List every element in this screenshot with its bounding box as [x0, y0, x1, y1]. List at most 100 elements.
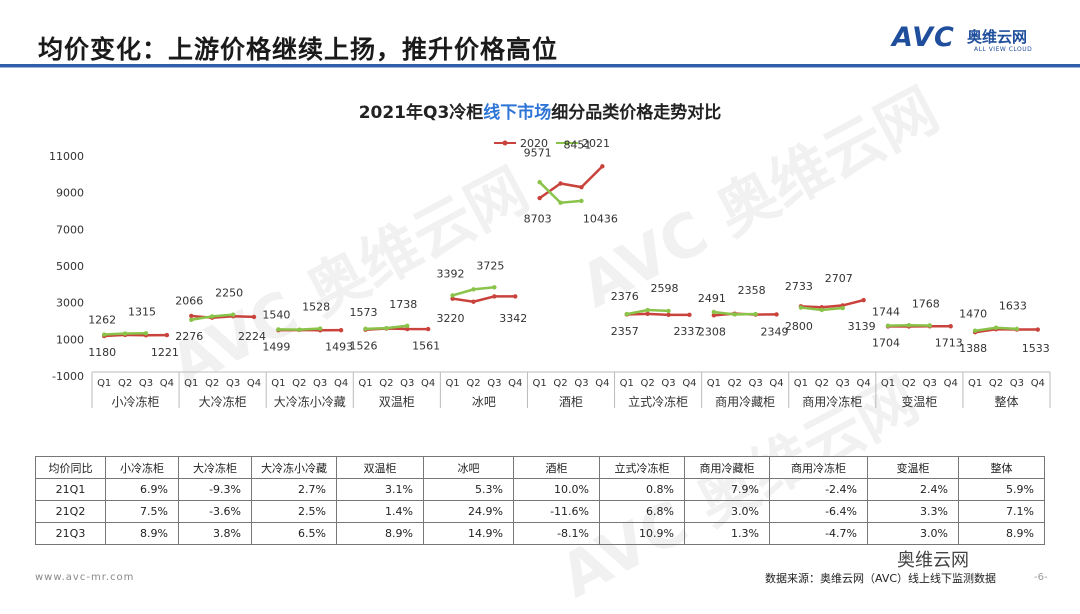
data-point-2020 [558, 181, 562, 185]
data-label-2021: 1540 [262, 309, 290, 322]
data-point-2021 [886, 323, 890, 327]
y-tick-label: 5000 [56, 260, 84, 273]
data-label-2020: 1533 [1022, 342, 1050, 355]
data-point-2021 [625, 312, 629, 316]
x-tick-quarter: Q2 [902, 378, 916, 389]
data-label-2021: 3725 [476, 259, 504, 272]
table-cell: 3.0% [868, 523, 959, 545]
data-label-2021: 2376 [611, 290, 639, 303]
y-tick-label: 9000 [56, 187, 84, 200]
y-tick-label: -1000 [52, 370, 84, 383]
x-category-label: 双温柜 [379, 395, 415, 409]
table-corner-header: 均价同比 [36, 457, 106, 479]
x-category-label: 大冷冻柜 [199, 394, 247, 409]
table-cell: -6.4% [770, 501, 868, 523]
data-point-2020 [645, 312, 649, 316]
header-rule-thin [0, 67, 1080, 68]
table-cell: 10.9% [600, 523, 685, 545]
x-tick-quarter: Q2 [292, 378, 306, 389]
data-point-2020 [252, 315, 256, 319]
data-point-2021 [841, 306, 845, 310]
x-tick-quarter: Q4 [334, 378, 348, 389]
x-category-label: 小冷冻柜 [112, 394, 160, 409]
table-column-header: 商用冷冻柜 [770, 457, 868, 479]
data-label-2021: 1573 [349, 306, 377, 319]
x-tick-quarter: Q3 [661, 378, 675, 389]
table-cell: 1.4% [337, 501, 424, 523]
data-label-2021: 1744 [872, 305, 900, 318]
table-cell: -8.1% [514, 523, 600, 545]
data-label-2020: 1526 [349, 340, 377, 353]
data-point-2021 [318, 326, 322, 330]
table-column-header: 大冷冻柜 [179, 457, 252, 479]
data-label-2020: 3220 [437, 312, 465, 325]
y-tick-label: 7000 [56, 223, 84, 236]
x-category-label: 大冷冻小冷藏 [274, 394, 346, 409]
table-cell: 3.8% [179, 523, 252, 545]
data-point-2020 [165, 333, 169, 337]
table-cell: 7.1% [959, 501, 1045, 523]
logo-mark: AVC [892, 22, 955, 53]
logo-en: ALL VIEW CLOUD [974, 46, 1032, 53]
x-tick-quarter: Q4 [247, 378, 261, 389]
data-label-2020: 1221 [151, 346, 179, 359]
data-source: 数据来源：奥维云网（AVC）线上线下监测数据 [765, 570, 996, 586]
avc-logo: AVC 奥维云网 ALL VIEW CLOUD [892, 24, 1052, 56]
x-tick-quarter: Q1 [97, 378, 111, 389]
data-label-2020: 10436 [583, 213, 618, 226]
data-label-2021: 1633 [999, 300, 1027, 313]
data-point-2021 [733, 312, 737, 316]
x-tick-quarter: Q1 [620, 378, 634, 389]
data-label-2021: 2598 [651, 282, 679, 295]
x-tick-quarter: Q1 [533, 378, 547, 389]
table-cell: 14.9% [424, 523, 514, 545]
x-tick-quarter: Q2 [553, 378, 567, 389]
data-label-2020: 2276 [175, 330, 203, 343]
data-point-2021 [405, 324, 409, 328]
data-label-2021: 1738 [389, 298, 417, 311]
x-tick-quarter: Q3 [226, 378, 240, 389]
x-tick-quarter: Q4 [857, 378, 871, 389]
x-tick-quarter: Q4 [421, 378, 435, 389]
data-point-2021 [799, 305, 803, 309]
x-tick-quarter: Q4 [944, 378, 958, 389]
x-category-label: 酒柜 [559, 395, 583, 409]
data-point-2020 [687, 313, 691, 317]
data-point-2020 [189, 314, 193, 318]
data-point-2020 [471, 300, 475, 304]
data-point-2020 [949, 324, 953, 328]
data-label-2021: 1315 [128, 305, 156, 318]
x-category-label: 冰吧 [472, 395, 496, 409]
data-label-2020: 2357 [611, 325, 639, 338]
series-line-2020 [540, 166, 603, 198]
wechat-watermark: 奥维云网 [893, 546, 973, 572]
data-label-2021: 1470 [959, 308, 987, 321]
data-label-2021: 2066 [175, 295, 203, 308]
x-tick-quarter: Q1 [707, 378, 721, 389]
data-point-2021 [210, 314, 214, 318]
data-point-2021 [994, 326, 998, 330]
x-tick-quarter: Q4 [1031, 378, 1045, 389]
table-cell: 6.8% [600, 501, 685, 523]
data-label-2020: 1704 [872, 337, 900, 350]
data-point-2021 [820, 308, 824, 312]
data-label-2020: 3139 [848, 320, 876, 333]
data-point-2020 [666, 313, 670, 317]
y-tick-label: 11000 [49, 150, 84, 163]
x-tick-quarter: Q1 [184, 378, 198, 389]
data-point-2021 [471, 287, 475, 291]
data-point-2021 [102, 332, 106, 336]
series-line-2020 [453, 296, 516, 301]
table-cell: 8.9% [959, 523, 1045, 545]
x-category-label: 商用冷冻柜 [802, 394, 862, 409]
table-column-header: 整体 [959, 457, 1045, 479]
x-category-label: 商用冷藏柜 [715, 394, 775, 409]
x-tick-quarter: Q1 [968, 378, 982, 389]
x-tick-quarter: Q1 [881, 378, 895, 389]
data-label-2021: 2358 [738, 284, 766, 297]
table-cell: -4.7% [770, 523, 868, 545]
x-tick-quarter: Q2 [641, 378, 655, 389]
